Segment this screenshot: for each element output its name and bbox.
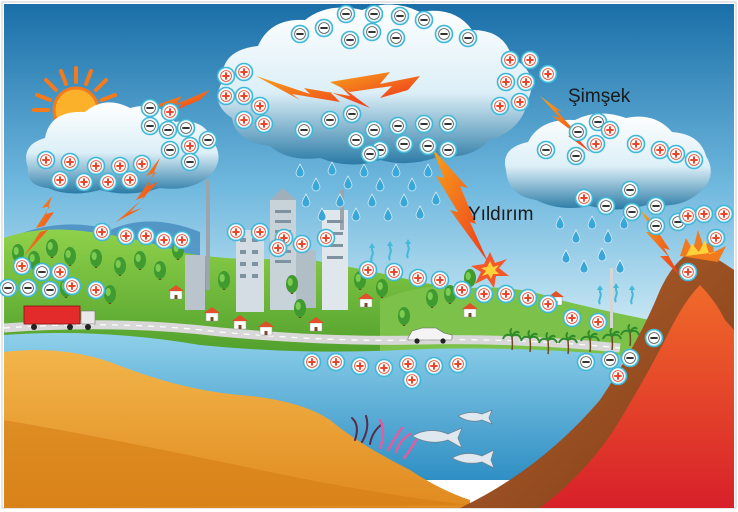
lightning-bolts	[24, 72, 680, 276]
seabed-bottom	[4, 420, 470, 508]
car	[407, 327, 453, 344]
fish	[411, 409, 495, 469]
label-lightning-flash: Şimşek	[568, 86, 631, 107]
truck	[23, 305, 96, 330]
label-lightning-strike: Yıldırım	[468, 204, 534, 225]
cloud-right	[504, 113, 711, 210]
coral	[351, 415, 418, 460]
volcano-lava	[540, 285, 734, 508]
strike-spark	[471, 252, 509, 288]
